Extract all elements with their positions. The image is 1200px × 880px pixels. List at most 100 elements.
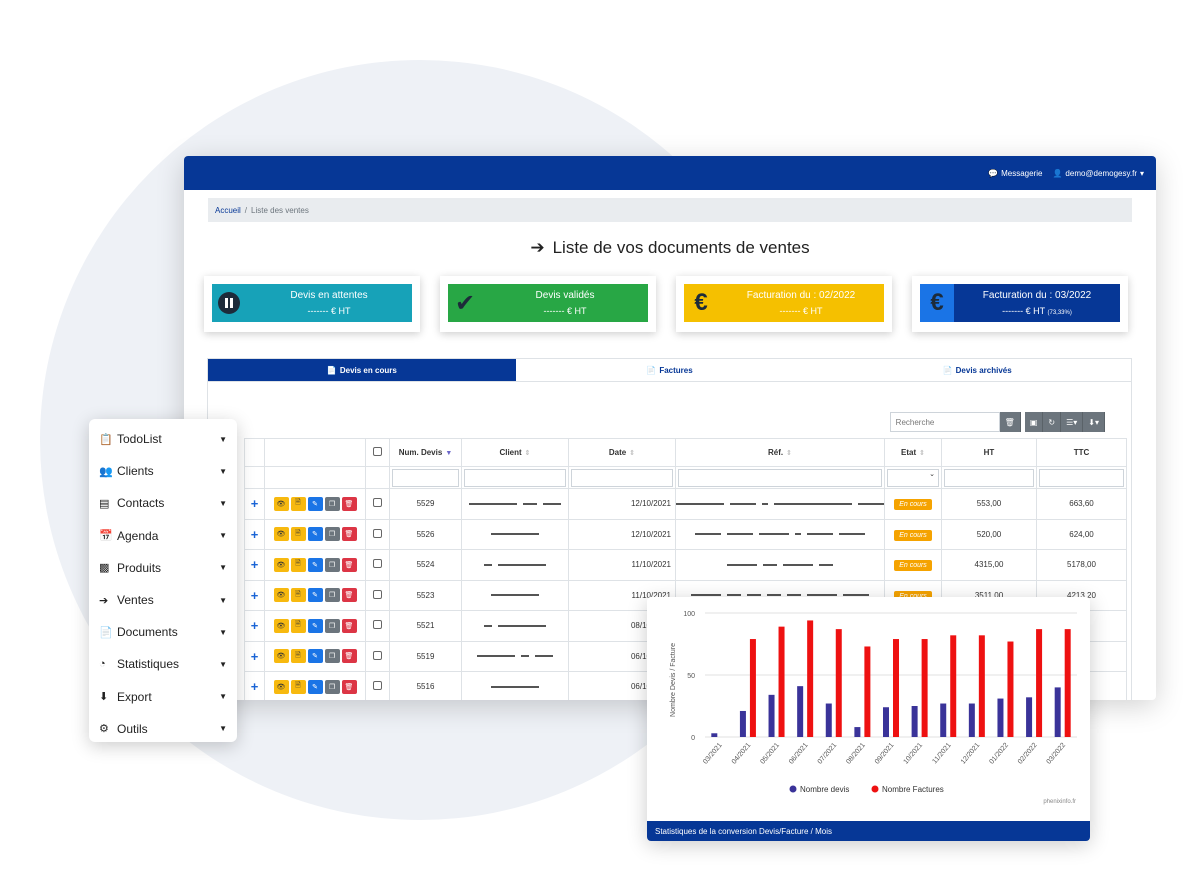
bar-factures[interactable]	[950, 635, 957, 737]
menu-item-documents[interactable]: 📄 Documents ▼	[89, 616, 237, 648]
bar-devis[interactable]	[940, 703, 947, 737]
bar-factures[interactable]	[807, 620, 814, 737]
filter-date-input[interactable]	[571, 468, 673, 487]
menu-item-statistiques[interactable]: ◔ Statistiques ▼	[89, 648, 237, 680]
pdf-icon[interactable]: 🗎	[290, 649, 306, 664]
delete-icon[interactable]: 🗑	[341, 649, 357, 664]
legend-label[interactable]: Nombre devis	[800, 785, 849, 794]
bar-devis[interactable]	[797, 686, 804, 737]
bar-factures[interactable]	[835, 629, 842, 737]
filter-etat-select[interactable]: ⌄	[887, 468, 939, 487]
row-checkbox[interactable]	[373, 620, 382, 630]
search-input[interactable]: Recherche	[889, 412, 1000, 432]
bar-devis[interactable]	[739, 710, 746, 737]
legend-marker[interactable]	[871, 785, 879, 793]
table-row[interactable]: + 👁 🗎 ✎ ❐ 🗑 5524 11/10/2021 En cours 4315,00 5178,…	[244, 549, 1127, 581]
menu-item-todolist[interactable]: 📋 TodoList ▼	[89, 423, 237, 455]
col-etat[interactable]: Etat ⇕	[884, 438, 942, 467]
pdf-icon[interactable]: 🗎	[290, 618, 306, 633]
tab-devis-archives[interactable]: 📄 Devis archivés	[823, 359, 1131, 381]
pdf-icon[interactable]: 🗎	[290, 557, 306, 572]
bar-factures[interactable]	[749, 639, 756, 737]
delete-icon[interactable]: 🗑	[341, 618, 357, 633]
bar-factures[interactable]	[1036, 629, 1043, 737]
expand-row-icon[interactable]: +	[250, 679, 259, 695]
edit-icon[interactable]: ✎	[307, 679, 323, 694]
bar-factures[interactable]	[778, 626, 785, 737]
row-checkbox[interactable]	[373, 498, 382, 508]
duplicate-icon[interactable]: ❐	[324, 649, 340, 664]
pdf-icon[interactable]: 🗎	[290, 588, 306, 603]
bar-factures[interactable]	[978, 635, 985, 737]
expand-row-icon[interactable]: +	[250, 496, 259, 512]
view-icon[interactable]: 👁	[273, 618, 289, 633]
bar-devis[interactable]	[968, 703, 975, 737]
card-devis-attente[interactable]: Devis en attentes ------- € HT	[204, 276, 420, 332]
refresh-button[interactable]: ↻	[1043, 412, 1062, 432]
view-icon[interactable]: 👁	[273, 588, 289, 603]
bar-factures[interactable]	[921, 639, 928, 737]
duplicate-icon[interactable]: ❐	[324, 618, 340, 633]
duplicate-icon[interactable]: ❐	[324, 588, 340, 603]
bar-factures[interactable]	[1007, 641, 1014, 737]
delete-icon[interactable]: 🗑	[341, 496, 357, 511]
edit-icon[interactable]: ✎	[307, 588, 323, 603]
duplicate-icon[interactable]: ❐	[324, 496, 340, 511]
view-icon[interactable]: 👁	[273, 649, 289, 664]
expand-row-icon[interactable]: +	[250, 526, 259, 542]
edit-icon[interactable]: ✎	[307, 527, 323, 542]
filter-num-input[interactable]	[392, 468, 459, 487]
bar-factures[interactable]	[1064, 629, 1071, 737]
row-checkbox[interactable]	[373, 589, 382, 599]
filter-client-input[interactable]	[464, 468, 566, 487]
menu-item-contacts[interactable]: ▤ Contacts ▼	[89, 487, 237, 519]
col-ref[interactable]: Réf. ⇕	[675, 438, 885, 467]
expand-row-icon[interactable]: +	[250, 648, 259, 664]
expand-row-icon[interactable]: +	[250, 587, 259, 603]
delete-icon[interactable]: 🗑	[341, 557, 357, 572]
row-checkbox[interactable]	[373, 650, 382, 660]
filter-ht-input[interactable]	[944, 468, 1034, 487]
breadcrumb-home[interactable]: Accueil	[215, 205, 241, 215]
card-facturation-02[interactable]: € Facturation du : 02/2022 ------- € HT	[676, 276, 892, 332]
tab-devis-en-cours[interactable]: 📄 Devis en cours	[208, 359, 516, 381]
menu-item-ventes[interactable]: ➔ Ventes ▼	[89, 584, 237, 616]
bar-factures[interactable]	[893, 639, 899, 737]
pdf-icon[interactable]: 🗎	[290, 527, 306, 542]
col-ht[interactable]: HT	[941, 438, 1037, 467]
duplicate-icon[interactable]: ❐	[324, 557, 340, 572]
delete-icon[interactable]: 🗑	[341, 527, 357, 542]
table-row[interactable]: + 👁 🗎 ✎ ❐ 🗑 5529 12/10/2021 En cours 553,00 663,60	[244, 488, 1127, 520]
menu-item-agenda[interactable]: 📅 Agenda ▼	[89, 520, 237, 552]
edit-icon[interactable]: ✎	[307, 557, 323, 572]
row-checkbox[interactable]	[373, 528, 382, 538]
row-checkbox[interactable]	[373, 681, 382, 691]
menu-item-produits[interactable]: ▩ Produits ▼	[89, 552, 237, 584]
view-icon[interactable]: 👁	[273, 679, 289, 694]
duplicate-icon[interactable]: ❐	[324, 527, 340, 542]
edit-icon[interactable]: ✎	[307, 496, 323, 511]
bar-devis[interactable]	[883, 707, 889, 737]
expand-row-icon[interactable]: +	[250, 557, 259, 573]
menu-item-outils[interactable]: ⚙ Outils ▼	[89, 713, 237, 745]
bar-devis[interactable]	[1026, 697, 1033, 737]
delete-icon[interactable]: 🗑	[341, 588, 357, 603]
table-row[interactable]: + 👁 🗎 ✎ ❐ 🗑 5526 12/10/2021 En cours 520,00 624,00	[244, 518, 1127, 550]
pdf-icon[interactable]: 🗎	[290, 679, 306, 694]
columns-button[interactable]: ☰▾	[1061, 412, 1084, 432]
col-ttc[interactable]: TTC	[1036, 438, 1127, 467]
bar-factures[interactable]	[864, 646, 871, 737]
filter-ref-input[interactable]	[678, 468, 882, 487]
view-icon[interactable]: 👁	[273, 496, 289, 511]
delete-icon[interactable]: 🗑	[341, 679, 357, 694]
duplicate-icon[interactable]: ❐	[324, 679, 340, 694]
pdf-icon[interactable]: 🗎	[290, 496, 306, 511]
select-all-checkbox[interactable]	[373, 447, 382, 456]
bar-devis[interactable]	[1054, 687, 1061, 737]
col-date[interactable]: Date ⇕	[568, 438, 676, 467]
bar-devis[interactable]	[711, 733, 718, 737]
tab-factures[interactable]: 📄 Factures	[516, 359, 824, 381]
legend-label[interactable]: Nombre Factures	[882, 785, 944, 794]
row-checkbox[interactable]	[373, 559, 382, 569]
toggle-filter-button[interactable]: ▣	[1024, 412, 1044, 432]
